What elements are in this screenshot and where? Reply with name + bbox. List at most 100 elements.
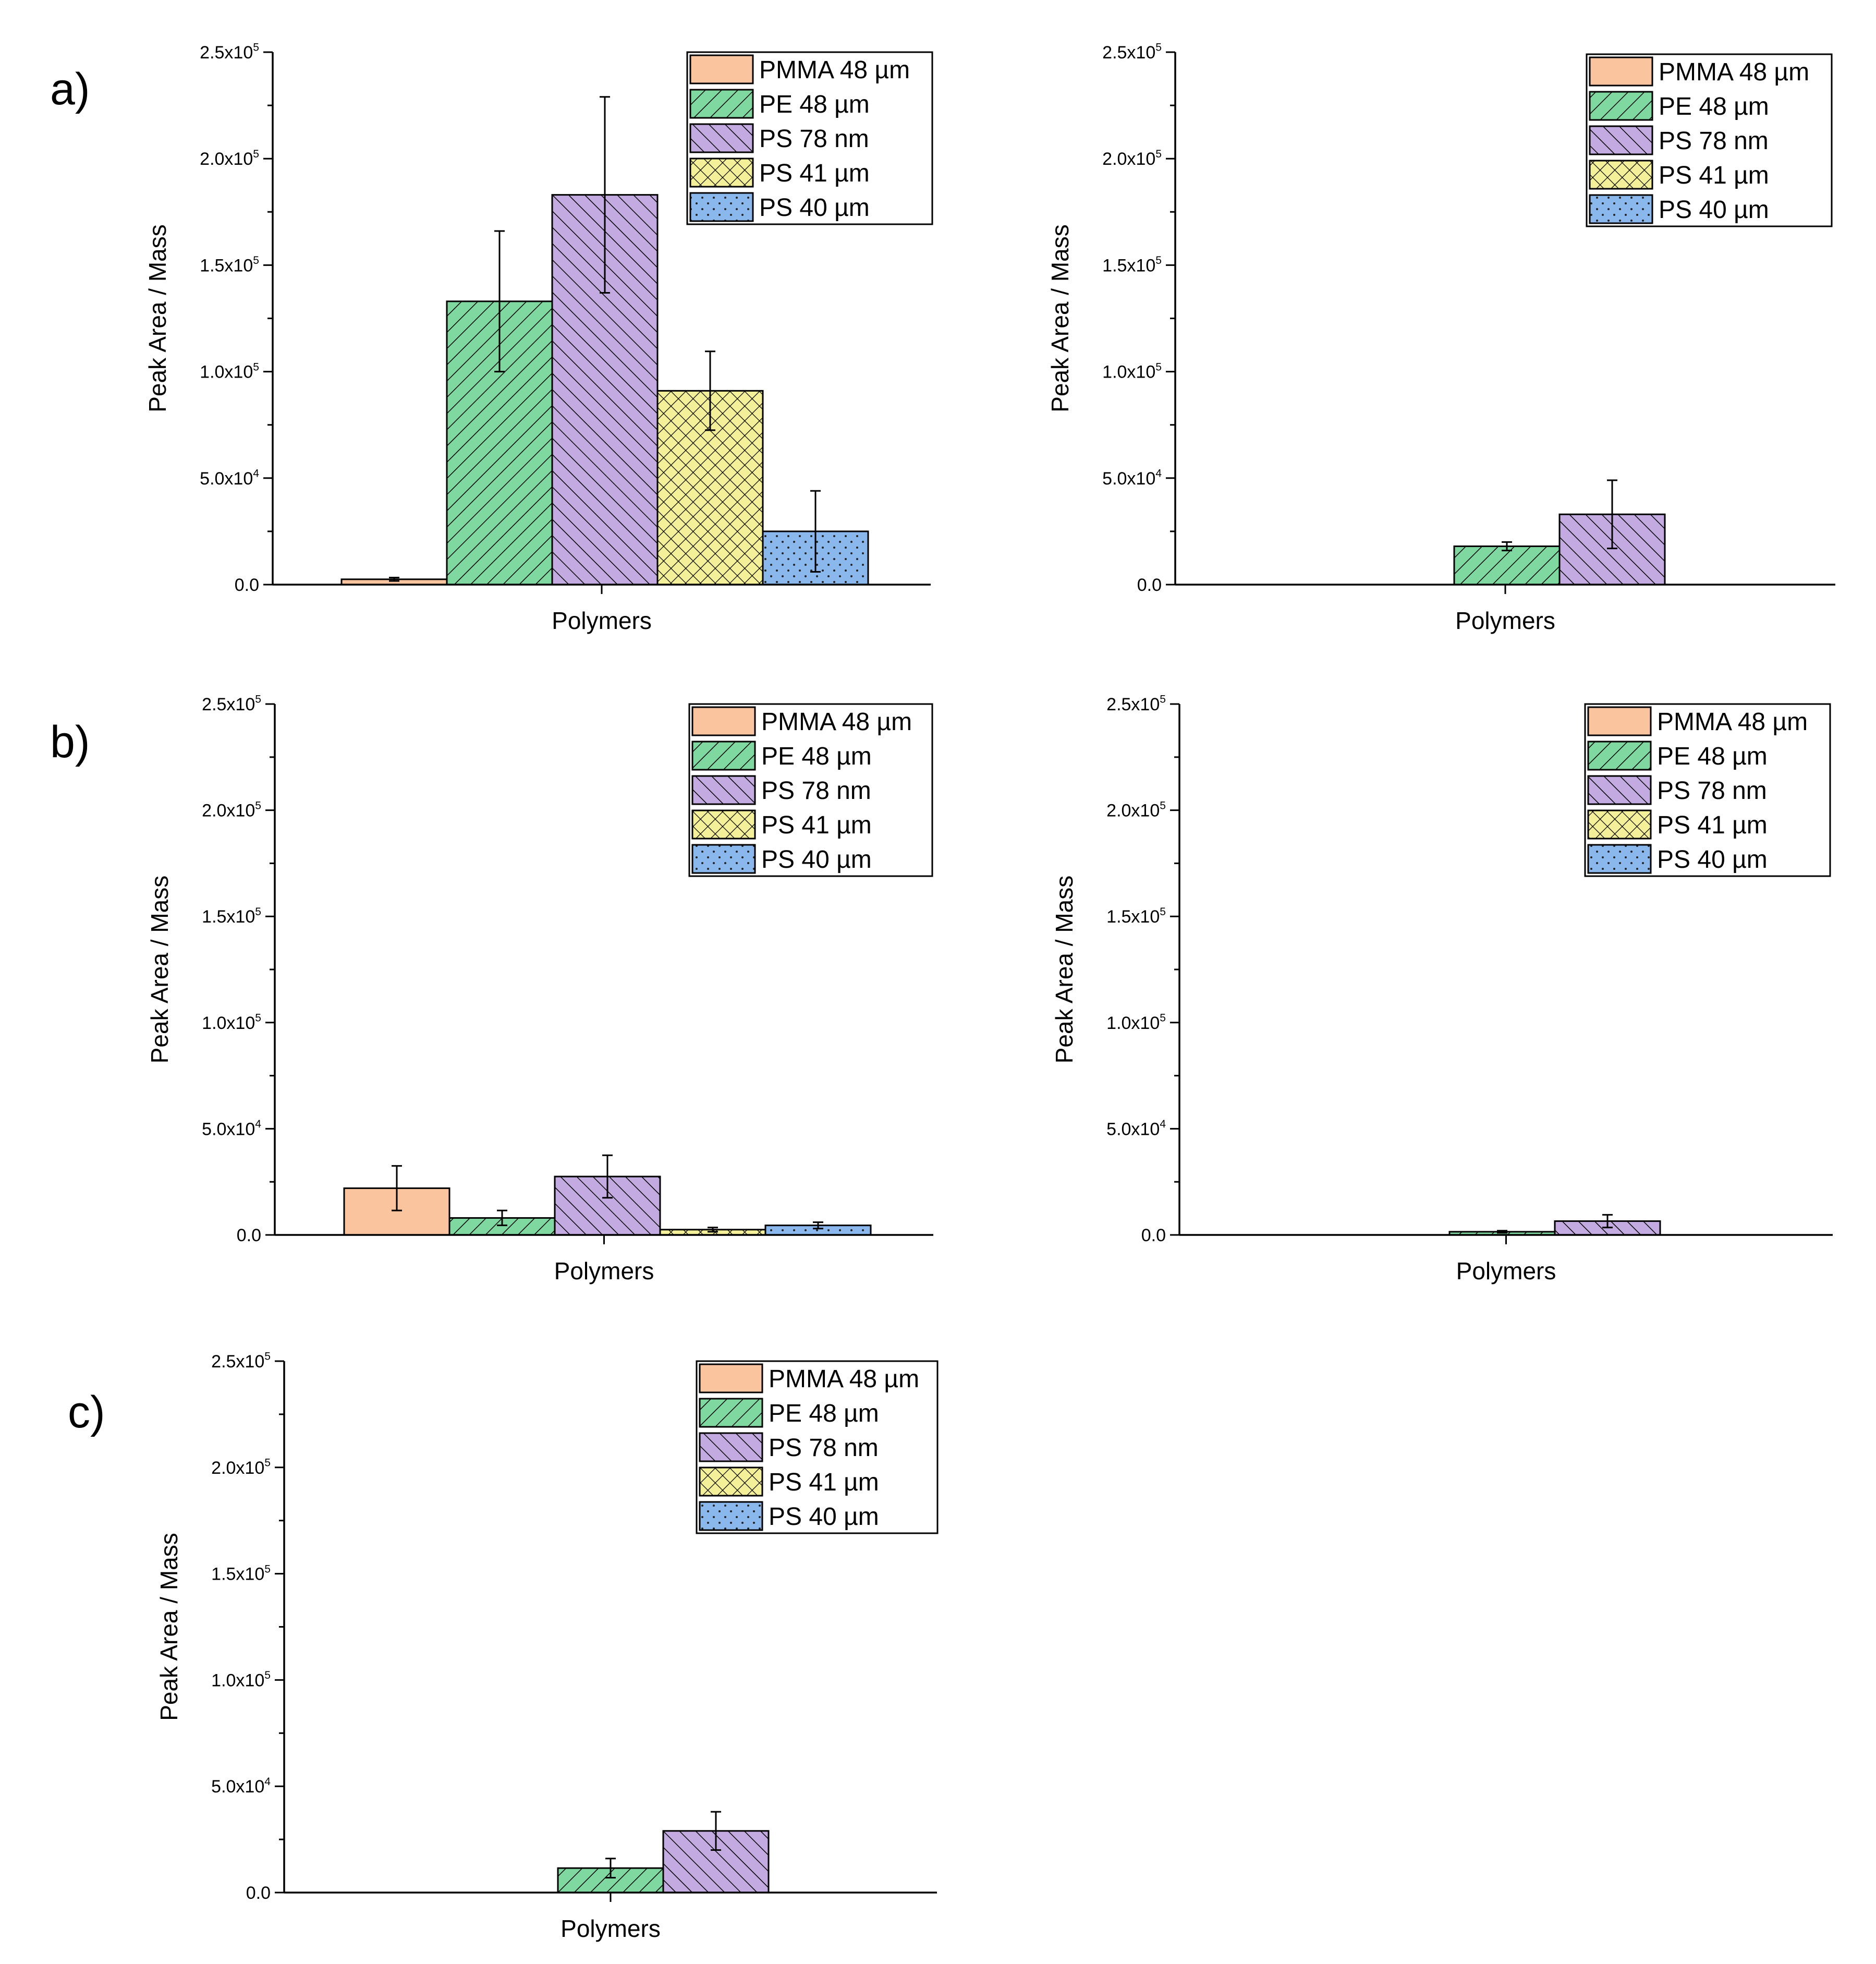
legend-label: PS 78 nm [761,777,871,805]
legend-swatch [699,1466,763,1497]
legend-label: PS 41 µm [759,160,870,187]
y-tick-label: 5.0x104 [200,468,259,489]
legend-label: PS 78 nm [769,1434,879,1462]
y-tick-label: 1.0x105 [1106,1012,1166,1033]
error-bar-pe-48-um [1497,1230,1507,1234]
y-axis-label: Peak Area / Mass [146,876,173,1064]
legend-swatch [699,1398,763,1428]
y-tick-label: 1.5x105 [1106,906,1166,927]
legend-item-pmma-48-um: PMMA 48 µm [1587,706,1808,736]
y-tick-label: 1.5x105 [202,906,261,927]
legend-item-ps-40-um: PS 40 µm [1589,194,1769,224]
y-tick-label: 1.0x105 [1102,361,1162,382]
legend-label: PS 40 µm [761,846,872,874]
legend-swatch [1587,844,1652,874]
panel-label-a: a) [50,64,90,114]
y-tick-label: 0.0 [1141,1226,1166,1245]
legend-label: PS 41 µm [769,1469,879,1496]
legend-swatch [1587,775,1652,805]
y-tick-label: 2.5x105 [1102,42,1162,63]
legend-swatch [1587,809,1652,840]
chart-c: 0.0 5.0x104 1.0x105 1.5x105 2.0x105 2.5x105 Po… [155,1351,939,1942]
legend-swatch [1589,91,1653,121]
error-bar-pe-48-um [494,230,505,373]
y-tick-label: 0.0 [237,1226,261,1245]
legend-item-pmma-48-um: PMMA 48 µm [699,1363,919,1393]
legend-label: PMMA 48 µm [761,708,912,736]
legend-label: PS 40 µm [759,194,870,222]
error-bar-ps-78-nm [600,96,610,294]
legend-item-pe-48-um: PE 48 µm [699,1398,879,1428]
legend-label: PMMA 48 µm [1657,708,1808,736]
legend-item-pmma-48-um: PMMA 48 µm [689,54,910,84]
legend-item-ps-78-nm: PS 78 nm [1589,125,1769,155]
y-axis-label: Peak Area / Mass [144,224,171,413]
legend-item-ps-40-um: PS 40 µm [691,844,872,874]
error-bar-ps-41-um [705,350,715,431]
legend-item-ps-41-um: PS 41 µm [1587,809,1768,840]
legend-label: PS 78 nm [1659,127,1769,155]
y-tick-label: 2.0x105 [202,799,261,820]
legend-swatch [1589,56,1653,87]
error-bar-ps-78-nm [1602,1214,1613,1229]
legend: PMMA 48 µm PE 48 µm PS 78 nm PS 41 µm PS 40 … [696,1360,939,1534]
y-tick-label: 2.0x105 [1106,799,1166,820]
error-bar-ps-78-nm [711,1811,721,1851]
y-tick-label: 1.0x105 [211,1669,271,1690]
legend-item-pe-48-um: PE 48 µm [689,89,870,119]
legend-item-ps-78-nm: PS 78 nm [689,123,869,153]
legend-item-ps-41-um: PS 41 µm [699,1466,879,1497]
bar-pe-48-um [1453,545,1561,586]
x-axis-label: Polymers [1456,1257,1556,1284]
error-bar-ps-41-um [708,1227,718,1233]
legend-label: PS 40 µm [769,1503,879,1531]
legend-item-pmma-48-um: PMMA 48 µm [691,706,912,736]
legend-swatch [1589,125,1653,155]
y-tick-label: 5.0x104 [1102,468,1162,489]
legend-item-pmma-48-um: PMMA 48 µm [1589,56,1809,87]
panel-label-c: c) [68,1387,105,1437]
x-axis-label: Polymers [554,1257,654,1284]
legend-label: PE 48 µm [1657,743,1768,770]
legend-label: PS 41 µm [1657,811,1768,839]
x-axis-label: Polymers [1455,607,1555,634]
legend-swatch [691,844,756,874]
legend-label: PS 41 µm [1659,162,1769,189]
chart-b-left: 0.0 5.0x104 1.0x105 1.5x105 2.0x105 2.5x105 Po… [146,694,933,1284]
error-bar-pe-48-um [605,1858,616,1878]
legend-label: PS 78 nm [1657,777,1767,805]
y-tick-label: 1.0x105 [202,1012,261,1033]
legend-swatch [689,54,754,84]
chart-a-left: 0.0 5.0x104 1.0x105 1.5x105 2.0x105 2.5x105 Po… [144,42,933,634]
legend-swatch [699,1501,763,1531]
legend-swatch [699,1432,763,1462]
legend-item-ps-40-um: PS 40 µm [689,192,870,222]
y-tick-label: 2.5x105 [200,42,259,63]
legend-swatch [691,741,756,771]
legend-item-ps-41-um: PS 41 µm [689,157,870,188]
legend-swatch [1587,706,1652,736]
error-bar-ps-78-nm [602,1154,613,1199]
legend: PMMA 48 µm PE 48 µm PS 78 nm PS 41 µm PS 40 … [686,51,933,225]
legend-label: PS 40 µm [1657,846,1768,874]
error-bar-ps-78-nm [1607,479,1617,550]
chart-a-right: 0.0 5.0x104 1.0x105 1.5x105 2.0x105 2.5x105 Po… [1046,42,1835,634]
legend-swatch [689,89,754,119]
y-tick-label: 2.0x105 [1102,148,1162,169]
y-tick-label: 2.5x105 [211,1351,271,1372]
error-bar-ps-40-um [810,490,821,573]
bar-pe-48-um [557,1867,664,1894]
legend-swatch [689,192,754,222]
legend-label: PS 41 µm [761,811,872,839]
legend-swatch [691,706,756,736]
legend-item-pe-48-um: PE 48 µm [1589,91,1769,121]
error-bar-pmma-48-um [392,1165,402,1211]
legend-item-ps-40-um: PS 40 µm [1587,844,1768,874]
legend-item-ps-40-um: PS 40 µm [699,1501,879,1531]
error-bar-ps-40-um [813,1221,823,1230]
y-tick-label: 0.0 [235,575,259,595]
legend-item-ps-41-um: PS 41 µm [691,809,872,840]
legend-item-ps-78-nm: PS 78 nm [691,775,871,805]
y-tick-label: 2.0x105 [200,148,259,169]
legend-label: PE 48 µm [1659,93,1769,120]
